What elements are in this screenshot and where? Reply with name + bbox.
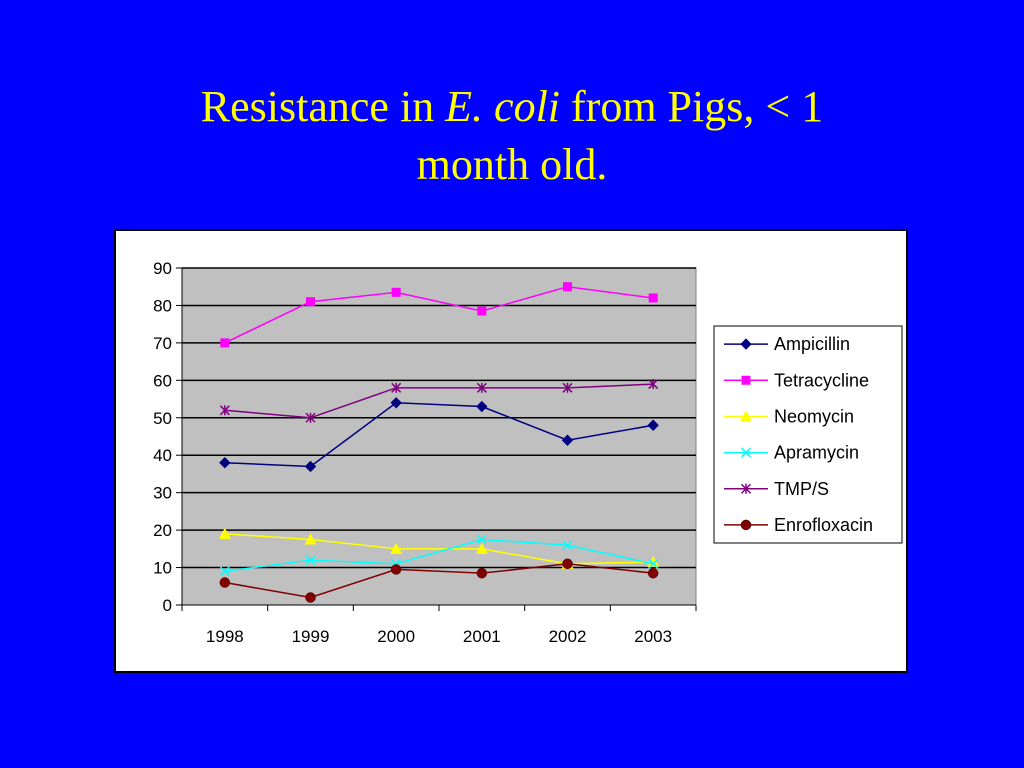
x-tick-label: 2001 [463, 627, 501, 646]
series-line-neomycin [224, 533, 654, 565]
legend-label-neomycin: Neomycin [774, 406, 854, 426]
series-line-enrofloxacin [224, 563, 654, 599]
y-tick-label: 20 [153, 521, 172, 540]
data-point-tetracycline [477, 306, 487, 316]
y-tick-label: 50 [153, 409, 172, 428]
legend-label-enrofloxacin: Enrofloxacin [774, 515, 873, 535]
data-point-tmp-s [219, 405, 230, 416]
plot-area [181, 267, 697, 606]
data-point-tetracycline [391, 287, 401, 297]
data-point-tmp-s [562, 382, 573, 393]
legend-marker-neomycin [740, 410, 752, 422]
y-tick-label: 90 [153, 259, 172, 278]
data-point-ampicillin [647, 419, 659, 431]
data-point-apramycin [305, 555, 316, 566]
data-point-tmp-s [476, 382, 487, 393]
legend-marker-enrofloxacin [740, 519, 752, 531]
data-point-enrofloxacin [647, 567, 659, 579]
legend-marker-apramycin [740, 447, 752, 458]
data-point-neomycin [390, 542, 403, 554]
legend: Ampicillin Tetracycline Neomycin Apramycin T… [713, 325, 903, 544]
data-point-enrofloxacin [562, 558, 573, 570]
data-point-neomycin [475, 542, 488, 554]
legend-label-ampicillin: Ampicillin [774, 334, 850, 354]
data-point-ampicillin [390, 397, 402, 409]
legend-box [713, 325, 903, 544]
data-point-enrofloxacin [476, 567, 488, 579]
data-point-tmp-s [391, 382, 402, 393]
data-point-enrofloxacin [305, 592, 316, 603]
y-tick-label: 80 [153, 296, 172, 315]
data-point-apramycin-stroke [648, 558, 659, 569]
data-point-apramycin-stroke [562, 540, 573, 551]
data-point-tetracycline [220, 338, 230, 348]
series-line-tmp-s [224, 383, 654, 419]
line-chart: 0 10 20 30 40 50 60 70 80 90 1998 1999 2000 2001 2002 2… [153, 259, 903, 646]
data-point-apramycin [648, 558, 659, 569]
y-tick-label: 70 [153, 334, 172, 353]
data-point-tetracycline [306, 297, 315, 307]
title-line-2: month old. [416, 140, 608, 189]
data-point-enrofloxacin [390, 564, 402, 575]
slide-title: Resistance in E. coli from Pigs, < 1 mon… [0, 78, 1024, 194]
legend-label-apramycin: Apramycin [774, 443, 859, 463]
y-tick-label: 10 [153, 559, 172, 578]
title-text-start: Resistance in [200, 82, 446, 131]
x-tick-label: 2002 [549, 627, 587, 646]
data-point-apramycin [476, 534, 487, 545]
data-point-apramycin-stroke [476, 534, 487, 545]
legend-marker-tmp-s [740, 483, 752, 494]
data-point-ampicillin [304, 460, 317, 473]
data-point-apramycin [219, 566, 230, 577]
series-line-tetracycline [224, 285, 654, 344]
y-tick-label: 30 [153, 484, 172, 503]
x-tick-label: 1999 [292, 627, 330, 646]
legend-label-tmp-s: TMP/S [774, 479, 829, 499]
x-tick-label: 2003 [634, 627, 672, 646]
legend-marker-apramycin-stroke [740, 447, 752, 458]
legend-label-tetracycline: Tetracycline [774, 370, 869, 390]
y-tick-label: 40 [153, 446, 172, 465]
legend-marker-tetracycline [741, 375, 751, 385]
data-point-enrofloxacin [219, 577, 231, 588]
series-line-apramycin [224, 538, 654, 573]
data-point-ampicillin [219, 457, 231, 469]
data-point-apramycin [562, 540, 573, 551]
data-point-tmp-s [305, 412, 316, 423]
legend-marker-ampicillin [740, 338, 752, 350]
data-point-apramycin-stroke [305, 555, 316, 566]
data-point-neomycin [218, 527, 231, 539]
data-point-ampicillin [476, 400, 488, 413]
data-point-apramycin-stroke [219, 566, 230, 577]
y-tick-label: 60 [153, 371, 172, 390]
data-point-tetracycline [563, 282, 572, 292]
title-organism: E. coli [445, 82, 561, 131]
title-text-end: from Pigs, < 1 [560, 82, 824, 131]
chart-panel: 0 10 20 30 40 50 60 70 80 90 1998 1999 2000 2001 2002 2… [114, 229, 908, 673]
y-tick-label: 0 [163, 596, 172, 615]
x-tick-label: 2000 [377, 627, 415, 646]
data-point-neomycin [304, 533, 317, 545]
data-point-tetracycline [648, 293, 658, 303]
data-point-ampicillin [561, 434, 574, 446]
x-tick-label: 1998 [206, 627, 244, 646]
data-point-tmp-s [648, 379, 659, 390]
series-line-ampicillin [224, 402, 654, 468]
data-point-neomycin [647, 555, 660, 567]
